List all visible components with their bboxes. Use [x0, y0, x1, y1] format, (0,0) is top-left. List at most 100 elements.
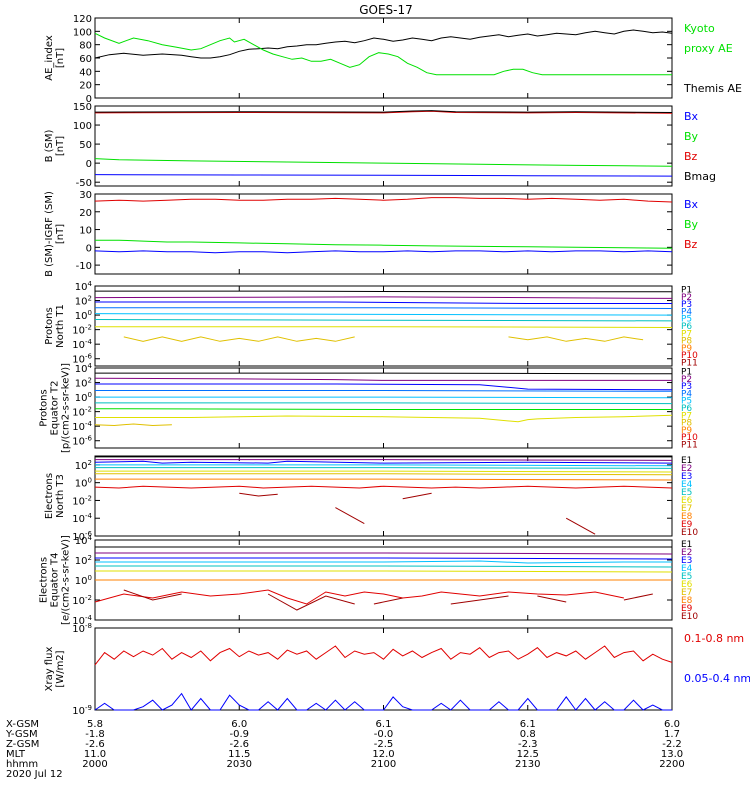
y-axis-label-electrons_t4: Electrons: [39, 557, 50, 603]
series-electrons_t3-e6: [95, 470, 673, 473]
y-axis-label-ae: AE_index: [44, 35, 55, 81]
legend-protons_t2: P4: [681, 389, 692, 399]
series-electrons_t3-e3: [94, 460, 673, 464]
series-electrons_t4-e5: [95, 565, 673, 568]
series-protons_t1-p3: [95, 301, 672, 304]
y-axis-label-xray: [W/m2]: [55, 650, 66, 687]
plot-title: GOES-17: [359, 3, 413, 17]
legend-electrons_t3: E5: [681, 488, 692, 498]
y-tick-label-protons_t1: 100: [75, 309, 92, 322]
series-protons_t1-p8b: [508, 336, 644, 342]
legend-electrons_t3: E6: [681, 496, 693, 506]
legend-ae: Themis AE: [683, 82, 742, 95]
y-axis-label-electrons_t4: Equator T4: [50, 553, 61, 608]
series-bsm-bmag: [94, 110, 673, 113]
legend-bsm: Bz: [684, 150, 698, 163]
ephemeris-value: 6.0: [231, 719, 247, 730]
ephemeris-value: 11.0: [84, 749, 106, 760]
legend-protons_t1: P7: [681, 329, 692, 339]
legend-electrons_t3: E9: [681, 520, 693, 530]
legend-electrons_t4: E8: [681, 596, 693, 606]
y-tick-label-ae: 40: [79, 67, 92, 78]
legend-electrons_t4: E9: [681, 604, 693, 614]
legend-electrons_t4: E2: [681, 548, 692, 558]
legend-bsm: By: [684, 130, 699, 143]
series-electrons_t4-e10f: [623, 593, 653, 601]
legend-protons_t2: P7: [681, 411, 692, 421]
series-xray-0-05-0-4-nm: [94, 692, 672, 711]
y-tick-label-electrons_t3: 102: [75, 459, 92, 472]
series-electrons_t4-e10b: [267, 593, 355, 611]
series-electrons_t4-e10d: [450, 595, 509, 605]
legend-bsm: Bx: [684, 110, 699, 123]
legend-electrons_t3: E7: [681, 504, 692, 514]
legend-bsm: Bmag: [684, 170, 716, 183]
y-axis-label-electrons_t3: North T3: [55, 474, 66, 518]
legend-electrons_t4: E3: [681, 556, 692, 566]
series-protons_t1-p5: [94, 313, 673, 316]
y-tick-label-bsm_igrf: 10: [79, 226, 92, 237]
series-bsm_igrf-bz: [94, 197, 673, 203]
legend-electrons_t4: E6: [681, 580, 693, 590]
y-tick-label-electrons_t4: 104: [75, 534, 93, 547]
legend-protons_t1: P9: [681, 344, 692, 354]
panel-frame-xray: [94, 627, 673, 711]
ephemeris-label: X-GSM: [6, 719, 39, 730]
y-tick-label-electrons_t3: 10-2: [72, 494, 92, 507]
series-electrons_t3-e10c: [402, 492, 432, 500]
series-protons_t2-p7: [94, 408, 672, 410]
series-protons_t2-p6: [95, 402, 673, 405]
legend-protons_t2: P8: [681, 419, 692, 429]
series-electrons_t4-e10c: [373, 597, 403, 605]
legend-protons_t2: P10: [681, 433, 698, 443]
series-electrons_t3-e10a: [239, 492, 278, 497]
series-electrons_t4-e2: [95, 552, 673, 555]
ephemeris-label: Z-GSM: [6, 739, 39, 750]
ephemeris-value: 5.8: [87, 719, 103, 730]
y-tick-label-electrons_t4: 100: [75, 574, 92, 587]
series-electrons_t4-e3: [95, 557, 673, 560]
y-tick-label-electrons_t3: 10-4: [72, 512, 92, 525]
series-electrons_t3-e4: [95, 464, 673, 467]
legend-protons_t1: P3: [681, 300, 692, 310]
y-tick-label-bsm: -50: [76, 178, 92, 189]
series-protons_t2-p5: [95, 396, 673, 399]
legend-electrons_t4: E4: [681, 564, 693, 574]
series-protons_t1-p7: [95, 326, 673, 328]
legend-protons_t2: P9: [681, 426, 692, 436]
series-protons_t2-p9: [94, 423, 172, 427]
ephemeris-label: hhmm: [6, 759, 38, 770]
legend-protons_t2: P6: [681, 404, 692, 414]
ephemeris-value: 2200: [659, 759, 684, 770]
y-tick-label-protons_t1: 10-2: [72, 324, 92, 337]
date-label: 2020 Jul 12: [6, 769, 63, 780]
ephemeris-value: -2.5: [374, 739, 394, 750]
y-axis-label-ae: [nT]: [55, 48, 66, 68]
legend-protons_t2: P2: [681, 375, 692, 385]
legend-xray: 0.05-0.4 nm: [684, 672, 750, 685]
ephemeris-value: 2030: [227, 759, 252, 770]
y-tick-label-electrons_t4: 10-2: [72, 594, 92, 607]
y-axis-label-bsm: [nT]: [55, 136, 66, 156]
y-tick-label-bsm: 150: [73, 102, 92, 113]
y-axis-label-xray: Xray flux: [44, 647, 55, 692]
y-tick-label-xray: 10-9: [72, 704, 92, 717]
y-tick-label-protons_t1: 10-4: [72, 338, 92, 351]
y-axis-label-protons_t1: North T1: [55, 304, 66, 348]
y-tick-label-protons_t1: 102: [75, 295, 92, 308]
panel-frame-bsm_igrf: [94, 193, 673, 275]
series-electrons_t4-e10a: [123, 589, 182, 601]
y-tick-label-bsm_igrf: 20: [79, 208, 92, 219]
series-protons_t1-p2: [94, 296, 673, 299]
ephemeris-value: 2000: [82, 759, 107, 770]
y-tick-label-ae: 80: [79, 41, 92, 52]
series-protons_t2-p8: [95, 414, 673, 423]
ephemeris-value: -2.2: [662, 739, 682, 750]
legend-ae: Kyoto: [684, 22, 715, 35]
legend-bsm_igrf: By: [684, 218, 699, 231]
legend-ae: proxy AE: [684, 42, 733, 55]
series-protons_t2-p3: [95, 383, 673, 391]
y-axis-label-protons_t1: Protons: [44, 307, 55, 344]
series-protons_t2-p4: [95, 390, 673, 392]
